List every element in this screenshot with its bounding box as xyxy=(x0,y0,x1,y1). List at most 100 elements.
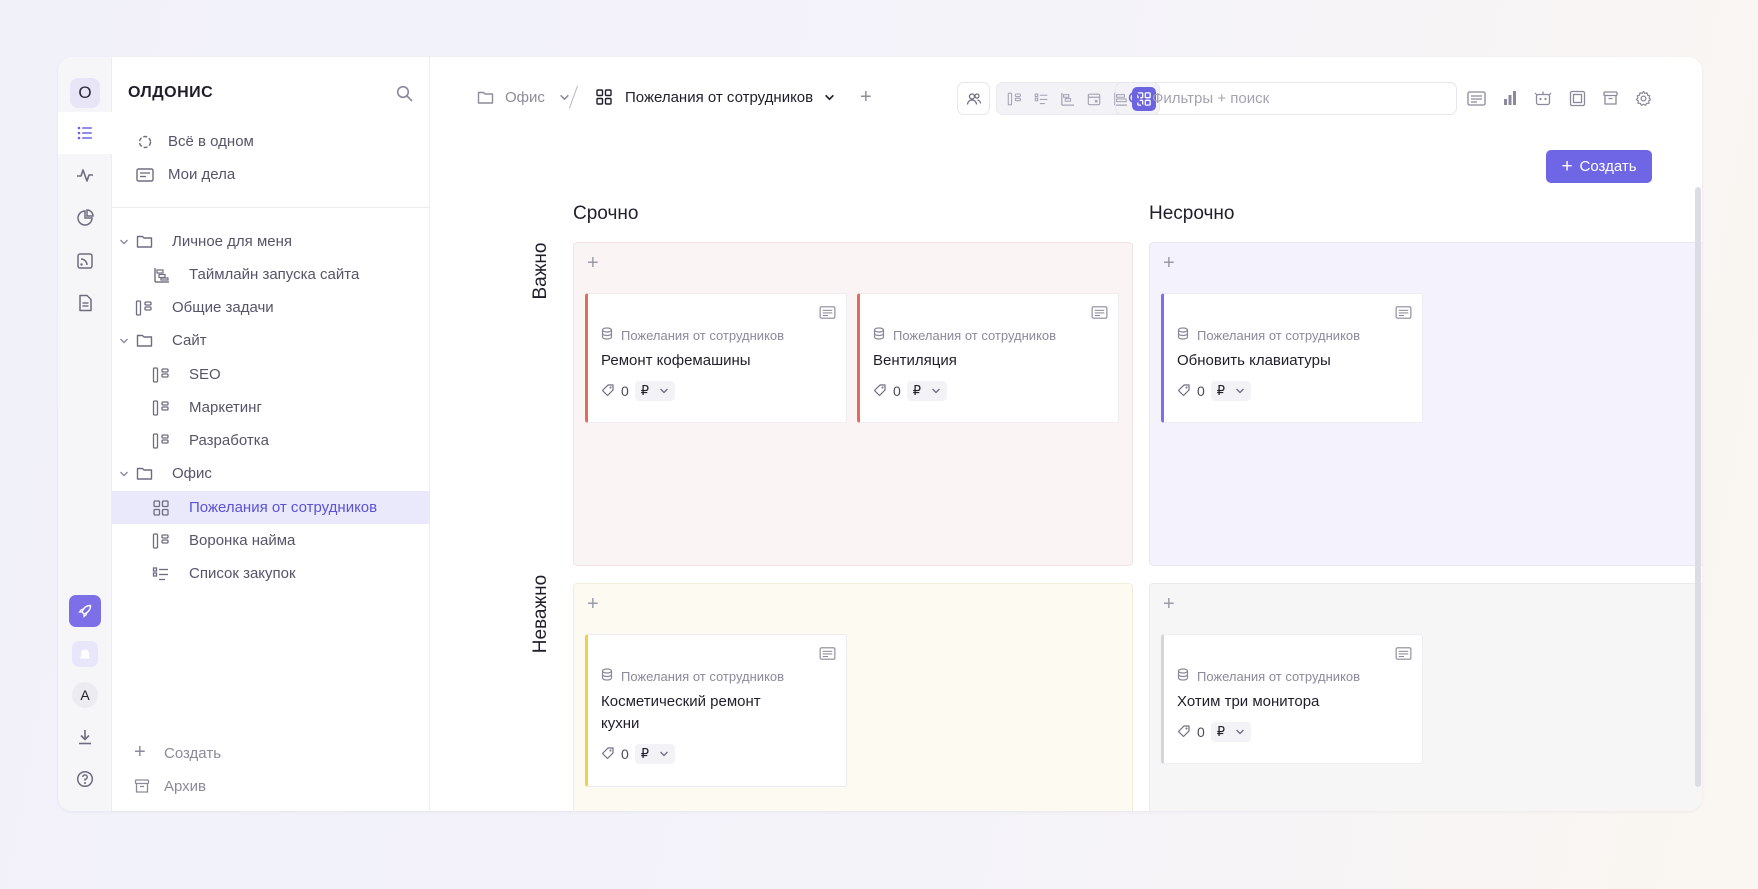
sidebar-item-marketing[interactable]: Маркетинг xyxy=(112,391,430,424)
sidebar-item-development[interactable]: Разработка xyxy=(112,424,430,457)
help-icon xyxy=(76,770,94,788)
rail-reports-button[interactable] xyxy=(58,197,112,239)
workspace-switcher[interactable]: O xyxy=(58,72,112,114)
chevron-down-icon[interactable] xyxy=(824,92,835,103)
sidebar-create-label: Создать xyxy=(164,744,222,762)
sidebar-item-label: Мои дела xyxy=(168,166,236,183)
database-icon xyxy=(1177,668,1189,684)
scrollbar-thumb[interactable] xyxy=(1695,187,1701,787)
create-button[interactable]: + Создать xyxy=(1546,150,1652,183)
card-source: Пожелания от сотрудников xyxy=(1177,668,1360,684)
sidebar-item-timeline[interactable]: Таймлайн запуска сайта xyxy=(112,258,430,291)
rail-projects-button[interactable] xyxy=(58,112,112,154)
chevron-down-icon[interactable] xyxy=(118,468,130,480)
sidebar-item-employee-wishes[interactable]: Пожелания от сотрудников xyxy=(112,491,430,524)
sidebar-item-purchase-list[interactable]: Список закупок xyxy=(112,557,430,590)
vertical-scrollbar[interactable] xyxy=(1692,127,1702,811)
rail-feed-button[interactable] xyxy=(58,240,112,282)
checklist-icon xyxy=(1034,93,1047,105)
rail-notifications-button[interactable] xyxy=(58,633,112,675)
sidebar-folder-office[interactable]: Офис xyxy=(112,457,430,490)
members-button[interactable] xyxy=(957,82,990,115)
sidebar-folder-site[interactable]: Сайт xyxy=(112,324,430,357)
view-gantt-button[interactable] xyxy=(1055,87,1079,111)
currency-select[interactable]: ₽ xyxy=(1210,381,1252,401)
breadcrumb-parent[interactable]: Офис xyxy=(477,87,570,107)
filter-search-field[interactable] xyxy=(1115,82,1457,115)
view-switcher xyxy=(996,82,1160,115)
archive-button[interactable] xyxy=(1599,87,1621,109)
workspace-name: олдонис xyxy=(128,84,214,101)
forms-button[interactable] xyxy=(1566,87,1588,109)
description-icon[interactable] xyxy=(1395,647,1412,665)
user-avatar: A xyxy=(72,682,98,708)
plus-icon: + xyxy=(134,741,146,763)
sidebar-folder-personal[interactable]: Личное для меня xyxy=(112,225,430,258)
sidebar-search-button[interactable] xyxy=(396,85,413,107)
currency-select[interactable]: ₽ xyxy=(634,381,676,401)
add-view-button[interactable]: + xyxy=(860,86,872,109)
sidebar-item-common-tasks[interactable]: Общие задачи xyxy=(112,291,430,324)
task-card[interactable]: Пожелания от сотрудников Хотим три монит… xyxy=(1161,634,1423,764)
view-kanban-button[interactable] xyxy=(1002,87,1026,111)
card-meta: 0 ₽ xyxy=(1177,722,1252,742)
sidebar-item-all-in-one[interactable]: Всё в одном xyxy=(112,125,430,158)
currency-select[interactable]: ₽ xyxy=(1210,722,1252,742)
rail-help-button[interactable] xyxy=(58,758,112,800)
rail-download-button[interactable] xyxy=(58,716,112,758)
description-icon[interactable] xyxy=(1091,306,1108,324)
task-card[interactable]: Пожелания от сотрудников Обновить клавиа… xyxy=(1161,293,1423,423)
chevron-down-icon xyxy=(1236,388,1245,394)
chevron-down-icon[interactable] xyxy=(559,92,570,103)
add-task-button[interactable]: + xyxy=(1163,594,1175,614)
add-task-button[interactable]: + xyxy=(587,594,599,614)
currency-select[interactable]: ₽ xyxy=(634,744,676,764)
gantt-icon xyxy=(1060,92,1074,106)
breadcrumb-current[interactable]: Пожелания от сотрудников xyxy=(596,87,835,107)
sidebar-create-button[interactable]: + Создать xyxy=(112,738,430,768)
tag-icon xyxy=(601,746,615,763)
rail-activity-button[interactable] xyxy=(58,154,112,196)
description-icon[interactable] xyxy=(1395,306,1412,324)
database-icon xyxy=(601,327,613,343)
card-title: Хотим три монитора xyxy=(1177,693,1320,710)
sidebar-item-label: Личное для меня xyxy=(172,233,293,250)
rail-user-button[interactable]: A xyxy=(58,674,112,716)
card-title: Косметический ремонт кухни xyxy=(601,693,761,732)
stats-button[interactable] xyxy=(1499,87,1521,109)
view-list-button[interactable] xyxy=(1029,87,1053,111)
matrix-icon xyxy=(152,499,170,517)
sidebar-archive-button[interactable]: Архив xyxy=(112,771,430,801)
task-card[interactable]: Пожелания от сотрудников Вентиляция 0 ₽ xyxy=(857,293,1119,423)
chevron-down-icon[interactable] xyxy=(118,335,130,347)
app-window: O A xyxy=(58,57,1702,811)
card-source-label: Пожелания от сотрудников xyxy=(621,668,785,684)
matrix-icon xyxy=(1137,92,1151,106)
sidebar-item-seo[interactable]: SEO xyxy=(112,358,430,391)
settings-button[interactable] xyxy=(1632,87,1654,109)
description-icon[interactable] xyxy=(819,306,836,324)
tag-icon xyxy=(1177,724,1191,741)
sidebar-item-my-tasks[interactable]: Мои дела xyxy=(112,158,430,191)
rail-docs-button[interactable] xyxy=(58,282,112,324)
create-button-label: Создать xyxy=(1579,158,1637,175)
add-task-button[interactable]: + xyxy=(1163,253,1175,273)
chevron-down-icon[interactable] xyxy=(118,236,130,248)
currency-symbol: ₽ xyxy=(1216,724,1226,739)
card-title: Ремонт кофемашины xyxy=(601,352,751,369)
description-icon[interactable] xyxy=(819,647,836,665)
sidebar-item-label: Всё в одном xyxy=(168,133,254,150)
rail-onboarding-button[interactable] xyxy=(58,590,112,632)
add-task-button[interactable]: + xyxy=(587,253,599,273)
view-calendar-button[interactable] xyxy=(1082,87,1106,111)
view-timeline-button[interactable] xyxy=(1108,87,1132,111)
card-source-label: Пожелания от сотрудников xyxy=(1197,668,1361,684)
sidebar-item-hiring-funnel[interactable]: Воронка найма xyxy=(112,524,430,557)
task-card[interactable]: Пожелания от сотрудников Косметический р… xyxy=(585,634,847,787)
description-toggle-button[interactable] xyxy=(1465,87,1487,109)
task-card[interactable]: Пожелания от сотрудников Ремонт кофемаши… xyxy=(585,293,847,423)
column-header-urgent: Срочно xyxy=(573,203,639,224)
automation-button[interactable] xyxy=(1532,87,1554,109)
search-input[interactable] xyxy=(1152,90,1442,107)
currency-select[interactable]: ₽ xyxy=(906,381,948,401)
